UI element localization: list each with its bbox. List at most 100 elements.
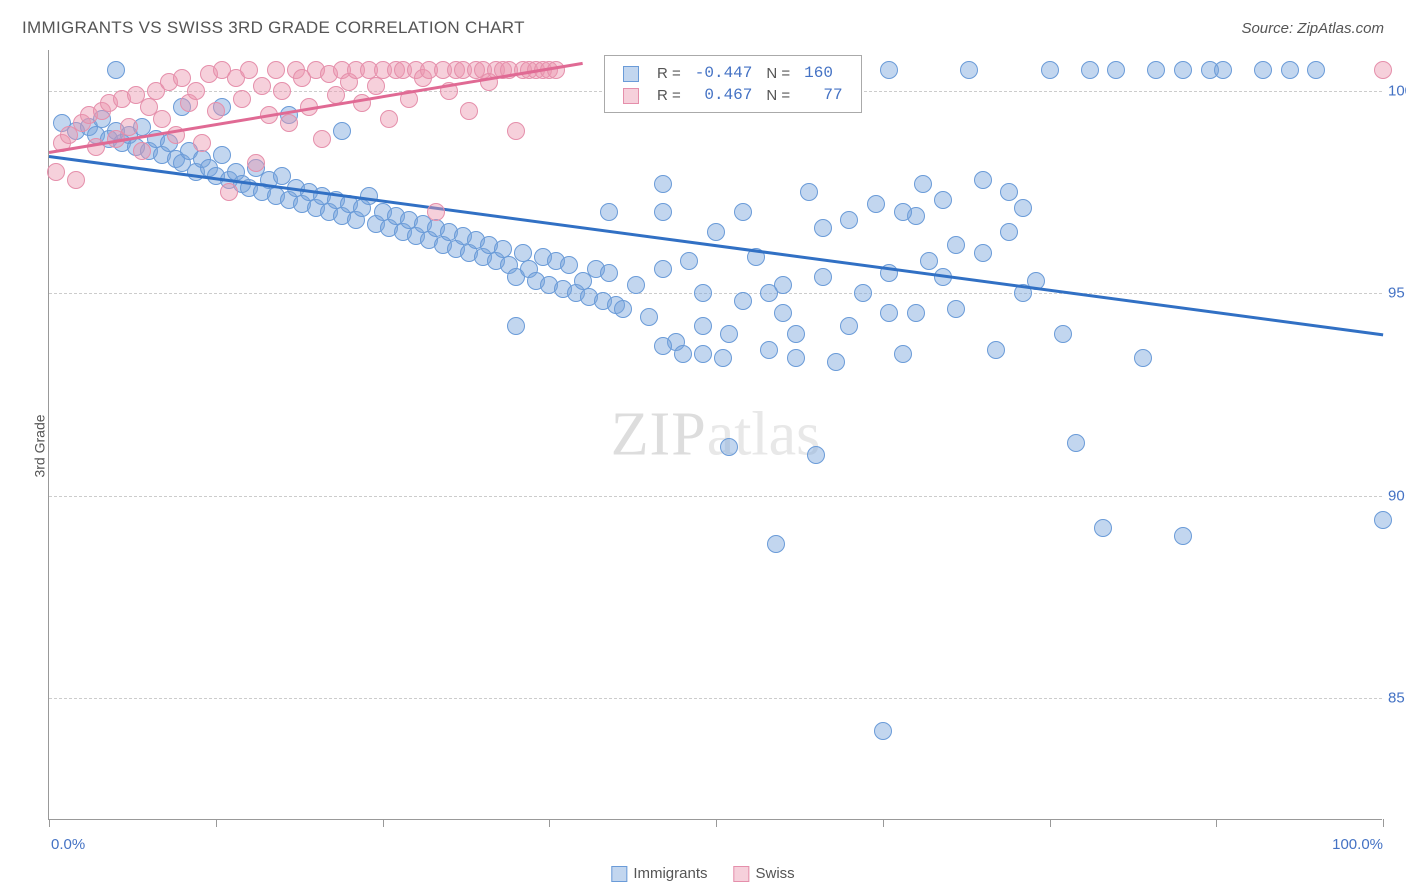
x-tick xyxy=(49,819,50,827)
scatter-point-immigrants xyxy=(1374,511,1392,529)
n-value-immigrants: 160 xyxy=(798,63,848,83)
scatter-point-immigrants xyxy=(654,337,672,355)
scatter-point-swiss xyxy=(280,114,298,132)
legend-swatch-swiss xyxy=(734,866,750,882)
scatter-point-immigrants xyxy=(680,252,698,270)
scatter-point-immigrants xyxy=(814,219,832,237)
scatter-point-immigrants xyxy=(714,349,732,367)
scatter-point-immigrants xyxy=(1254,61,1272,79)
scatter-point-immigrants xyxy=(800,183,818,201)
scatter-point-immigrants xyxy=(614,300,632,318)
scatter-point-swiss xyxy=(87,138,105,156)
scatter-point-immigrants xyxy=(1067,434,1085,452)
gridline xyxy=(49,496,1382,497)
r-value-swiss: 0.467 xyxy=(689,85,759,105)
x-tick xyxy=(883,819,884,827)
scatter-point-immigrants xyxy=(1041,61,1059,79)
scatter-point-swiss xyxy=(207,102,225,120)
scatter-point-immigrants xyxy=(1000,183,1018,201)
n-value-swiss: 77 xyxy=(798,85,848,105)
source-attribution: Source: ZipAtlas.com xyxy=(1241,20,1384,37)
x-tick xyxy=(716,819,717,827)
x-tick xyxy=(1050,819,1051,827)
scatter-point-immigrants xyxy=(707,223,725,241)
y-tick-label: 90.0% xyxy=(1388,487,1406,504)
scatter-point-immigrants xyxy=(1094,519,1112,537)
scatter-point-immigrants xyxy=(1281,61,1299,79)
y-tick-label: 100.0% xyxy=(1388,82,1406,99)
scatter-point-swiss xyxy=(220,183,238,201)
scatter-point-immigrants xyxy=(960,61,978,79)
scatter-point-swiss xyxy=(1374,61,1392,79)
scatter-point-immigrants xyxy=(734,292,752,310)
scatter-point-immigrants xyxy=(627,276,645,294)
scatter-point-swiss xyxy=(187,82,205,100)
x-tick-label: 100.0% xyxy=(1332,836,1383,853)
x-tick xyxy=(383,819,384,827)
scatter-point-immigrants xyxy=(507,317,525,335)
legend-swatch-immigrants-icon xyxy=(623,66,639,82)
x-tick xyxy=(216,819,217,827)
scatter-point-immigrants xyxy=(1147,61,1165,79)
scatter-point-immigrants xyxy=(694,317,712,335)
scatter-point-immigrants xyxy=(914,175,932,193)
r-value-immigrants: -0.447 xyxy=(689,63,759,83)
scatter-point-immigrants xyxy=(560,256,578,274)
r-label: R = xyxy=(651,63,687,83)
scatter-point-immigrants xyxy=(807,446,825,464)
scatter-point-immigrants xyxy=(920,252,938,270)
series-legend: Immigrants Swiss xyxy=(611,865,794,882)
gridline xyxy=(49,293,1382,294)
scatter-point-swiss xyxy=(120,118,138,136)
x-tick xyxy=(549,819,550,827)
scatter-point-immigrants xyxy=(827,353,845,371)
legend-label-swiss: Swiss xyxy=(756,865,795,882)
r-label: R = xyxy=(651,85,687,105)
scatter-point-immigrants xyxy=(867,195,885,213)
scatter-point-immigrants xyxy=(1014,199,1032,217)
x-tick xyxy=(1383,819,1384,827)
scatter-point-immigrants xyxy=(974,244,992,262)
scatter-point-immigrants xyxy=(880,61,898,79)
scatter-point-immigrants xyxy=(987,341,1005,359)
scatter-point-immigrants xyxy=(874,722,892,740)
scatter-point-immigrants xyxy=(974,171,992,189)
legend-label-immigrants: Immigrants xyxy=(633,865,707,882)
scatter-point-immigrants xyxy=(760,341,778,359)
scatter-point-immigrants xyxy=(947,236,965,254)
scatter-point-immigrants xyxy=(720,438,738,456)
scatter-point-immigrants xyxy=(674,345,692,363)
watermark-bold: ZIP xyxy=(611,400,707,468)
scatter-point-swiss xyxy=(47,163,65,181)
scatter-point-immigrants xyxy=(774,304,792,322)
scatter-point-immigrants xyxy=(1214,61,1232,79)
scatter-point-immigrants xyxy=(947,300,965,318)
scatter-point-immigrants xyxy=(1174,61,1192,79)
scatter-point-immigrants xyxy=(107,61,125,79)
scatter-point-swiss xyxy=(267,61,285,79)
scatter-point-swiss xyxy=(253,77,271,95)
scatter-point-swiss xyxy=(367,77,385,95)
scatter-point-immigrants xyxy=(694,284,712,302)
scatter-point-immigrants xyxy=(840,317,858,335)
scatter-point-immigrants xyxy=(1174,527,1192,545)
scatter-point-immigrants xyxy=(840,211,858,229)
watermark-light: atlas xyxy=(707,400,821,468)
scatter-point-immigrants xyxy=(894,345,912,363)
x-tick-label: 0.0% xyxy=(51,836,85,853)
scatter-point-swiss xyxy=(427,203,445,221)
watermark: ZIPatlas xyxy=(611,399,821,470)
scatter-point-immigrants xyxy=(600,264,618,282)
gridline xyxy=(49,698,1382,699)
trend-line-immigrants xyxy=(49,155,1383,336)
y-tick-label: 85.0% xyxy=(1388,690,1406,707)
scatter-point-swiss xyxy=(313,130,331,148)
scatter-point-immigrants xyxy=(880,304,898,322)
scatter-point-immigrants xyxy=(760,284,778,302)
n-label: N = xyxy=(760,85,796,105)
scatter-point-immigrants xyxy=(1054,325,1072,343)
legend-swatch-immigrants xyxy=(611,866,627,882)
scatter-point-swiss xyxy=(460,102,478,120)
correlation-legend: R =-0.447N =160R = 0.467N = 77 xyxy=(604,55,862,113)
scatter-point-immigrants xyxy=(720,325,738,343)
